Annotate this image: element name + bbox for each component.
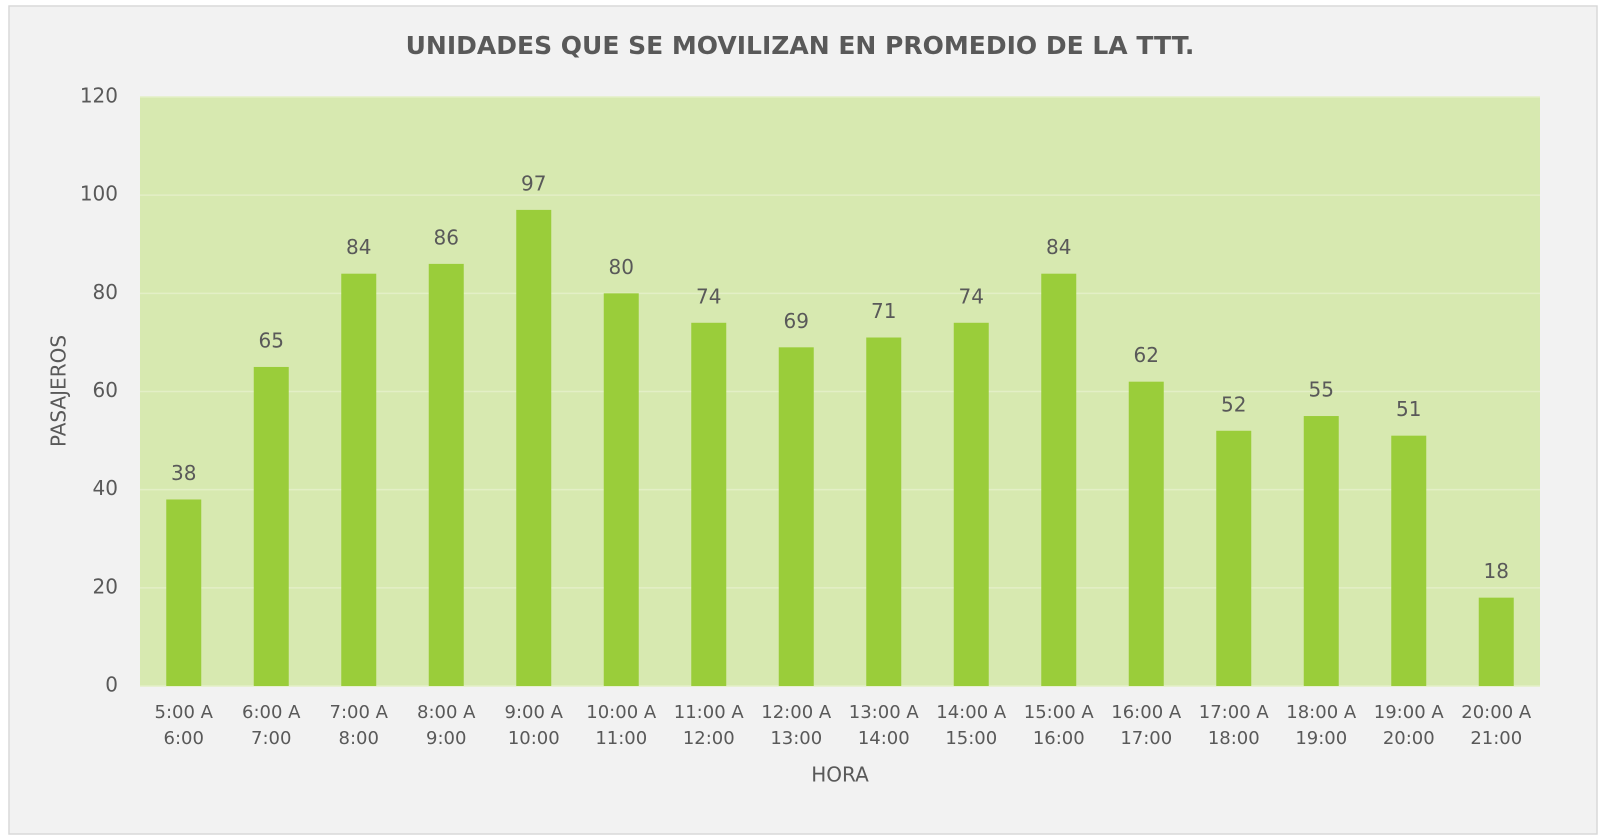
y-tick-label: 40 — [93, 476, 118, 500]
data-label: 97 — [521, 171, 546, 195]
bar — [778, 347, 814, 686]
bar — [1041, 273, 1077, 686]
bar — [1303, 416, 1339, 686]
data-label: 52 — [1221, 392, 1246, 416]
y-tick-label: 120 — [80, 84, 118, 108]
data-label: 74 — [959, 284, 984, 308]
bar — [691, 322, 727, 686]
y-tick-label: 20 — [93, 574, 118, 598]
x-tick-label: 5:00 A 6:00 — [155, 702, 214, 749]
x-tick-label: 11:00 A 12:00 — [674, 702, 745, 749]
x-axis-title: HORA — [811, 763, 869, 787]
data-label: 84 — [1046, 235, 1071, 259]
bar — [603, 293, 639, 686]
y-tick-label: 100 — [80, 182, 118, 206]
data-label: 38 — [171, 461, 196, 485]
bar — [1128, 381, 1164, 686]
x-tick-label: 19:00 A 20:00 — [1374, 702, 1445, 749]
data-label: 84 — [346, 235, 371, 259]
x-tick-label: 6:00 A 7:00 — [242, 702, 301, 749]
bar — [953, 322, 989, 686]
x-tick-label: 8:00 A 9:00 — [417, 702, 476, 749]
bar — [253, 366, 289, 686]
x-tick-label: 15:00 A 16:00 — [1024, 702, 1095, 749]
bar — [516, 209, 552, 686]
x-tick-label: 18:00 A 19:00 — [1286, 702, 1357, 749]
chart-title: UNIDADES QUE SE MOVILIZAN EN PROMEDIO DE… — [406, 31, 1195, 60]
data-label: 86 — [434, 225, 459, 249]
x-tick-label: 20:00 A 21:00 — [1461, 702, 1532, 749]
x-tick-label: 16:00 A 17:00 — [1111, 702, 1182, 749]
y-tick-label: 60 — [93, 378, 118, 402]
data-label: 74 — [696, 284, 721, 308]
data-label: 71 — [871, 299, 896, 323]
bar — [341, 273, 377, 686]
x-tick-label: 17:00 A 18:00 — [1199, 702, 1270, 749]
data-label: 69 — [784, 309, 809, 333]
x-tick-label: 14:00 A 15:00 — [936, 702, 1007, 749]
bar — [428, 263, 464, 686]
y-axis-title: PASAJEROS — [47, 335, 71, 447]
x-tick-label: 7:00 A 8:00 — [330, 702, 389, 749]
x-tick-label: 13:00 A 14:00 — [849, 702, 920, 749]
data-label: 51 — [1396, 397, 1421, 421]
bar — [1216, 430, 1252, 686]
bar — [1391, 435, 1427, 686]
x-tick-label: 12:00 A 13:00 — [761, 702, 832, 749]
bar — [166, 499, 202, 686]
data-label: 65 — [259, 328, 284, 352]
x-tick-label: 9:00 A 10:00 — [505, 702, 564, 749]
x-tick-label: 10:00 A 11:00 — [586, 702, 657, 749]
data-label: 18 — [1484, 559, 1509, 583]
bar — [866, 337, 902, 686]
bar — [1478, 597, 1514, 686]
data-label: 55 — [1309, 378, 1334, 402]
y-tick-label: 80 — [93, 280, 118, 304]
data-label: 62 — [1134, 343, 1159, 367]
data-label: 80 — [609, 255, 634, 279]
y-tick-label: 0 — [105, 673, 118, 697]
